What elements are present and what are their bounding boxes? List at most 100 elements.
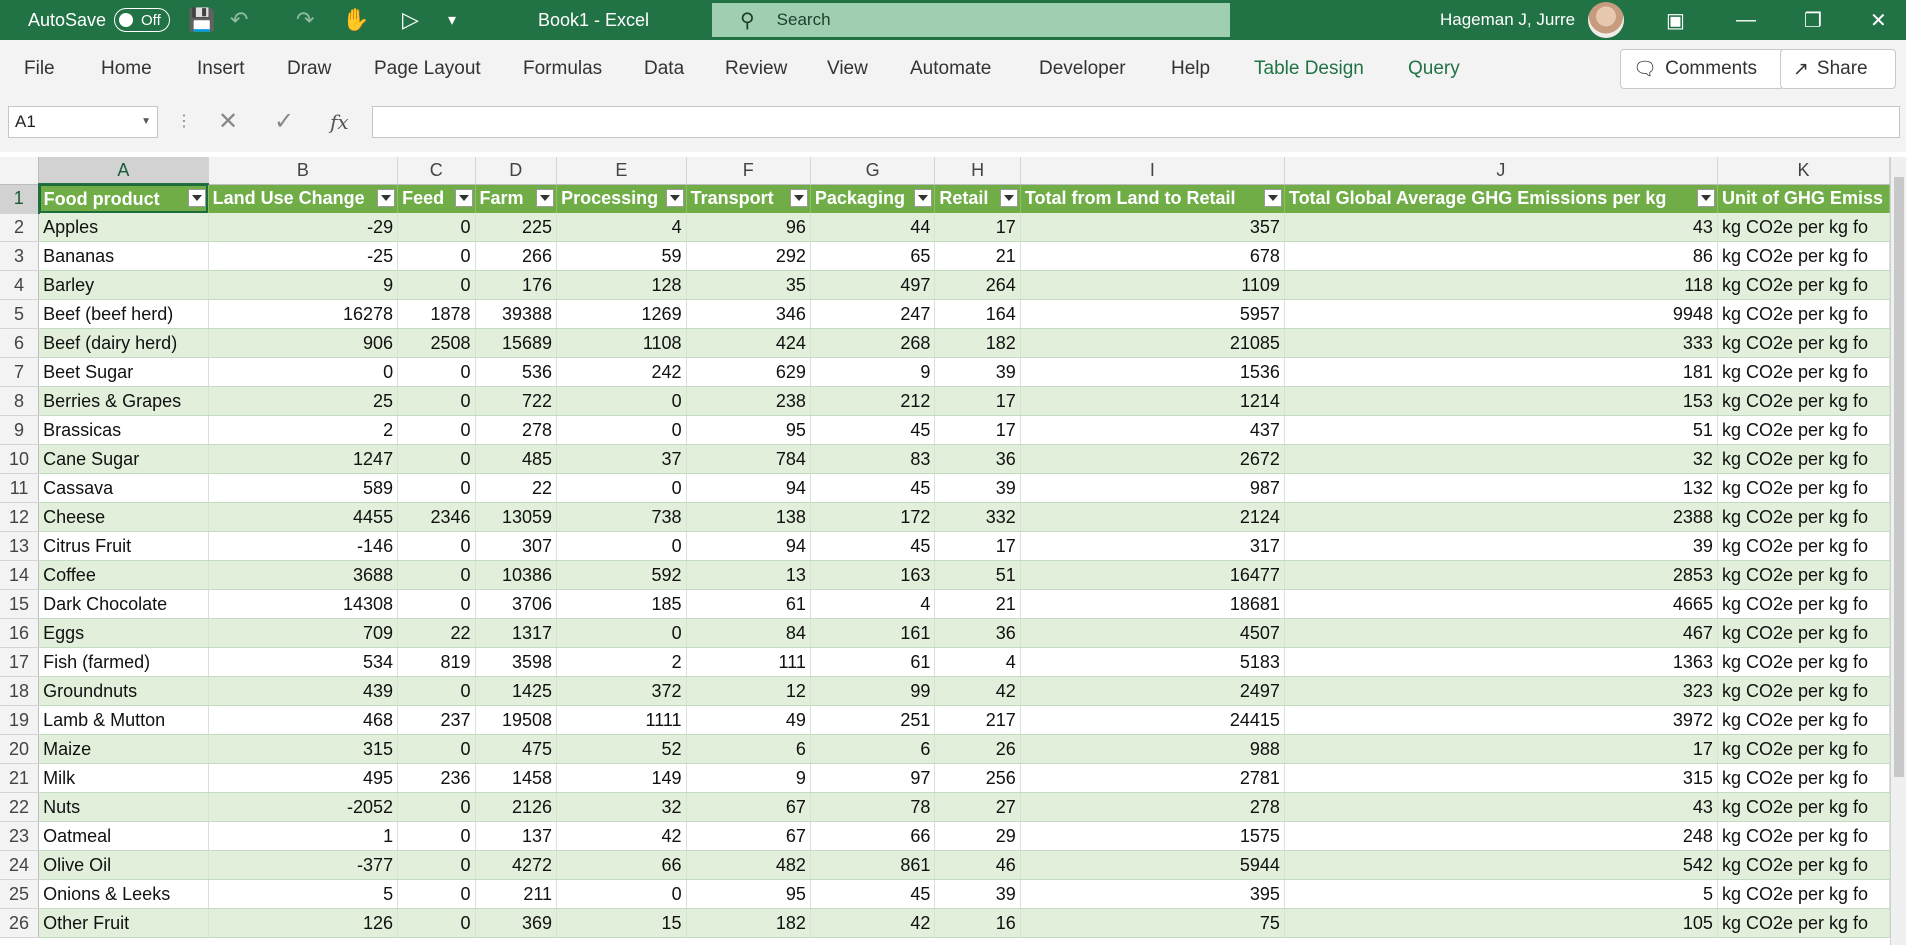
table-cell[interactable]: 99 — [810, 676, 936, 706]
table-cell[interactable]: 315 — [208, 734, 399, 764]
table-cell[interactable]: 251 — [810, 705, 936, 735]
table-cell[interactable]: 161 — [810, 618, 936, 648]
table-cell[interactable]: 43 — [1284, 792, 1718, 822]
table-cell[interactable]: 15 — [556, 908, 687, 938]
table-cell[interactable]: 819 — [397, 647, 476, 677]
table-cell[interactable]: 59 — [556, 241, 687, 271]
table-cell[interactable]: 3972 — [1284, 705, 1718, 735]
row-header[interactable]: 11 — [0, 473, 40, 503]
table-cell[interactable]: 42 — [810, 908, 936, 938]
table-cell[interactable]: Beet Sugar — [38, 357, 209, 387]
tab-page-layout[interactable]: Page Layout — [374, 58, 481, 79]
table-cell[interactable]: 861 — [810, 850, 936, 880]
table-cell[interactable]: 987 — [1020, 473, 1285, 503]
chevron-down-icon[interactable]: ▼ — [141, 116, 151, 127]
table-cell[interactable]: 482 — [686, 850, 811, 880]
table-cell[interactable]: 0 — [397, 270, 476, 300]
table-cell[interactable]: 5 — [1284, 879, 1718, 909]
table-cell[interactable]: 4 — [934, 647, 1021, 677]
table-cell[interactable]: 17 — [934, 386, 1021, 416]
row-header[interactable]: 21 — [0, 763, 40, 793]
table-cell[interactable]: kg CO2e per kg fo — [1717, 386, 1890, 416]
table-cell[interactable]: 0 — [397, 444, 476, 474]
table-cell[interactable]: -146 — [208, 531, 399, 561]
table-cell[interactable]: -29 — [208, 213, 399, 242]
table-cell[interactable]: 10386 — [475, 560, 558, 590]
table-cell[interactable]: Milk — [38, 763, 209, 793]
row-header[interactable]: 3 — [0, 241, 40, 271]
table-cell[interactable]: 1317 — [475, 618, 558, 648]
column-header[interactable]: K — [1717, 157, 1890, 185]
user-name[interactable]: Hageman J, Jurre — [1440, 10, 1576, 29]
table-cell[interactable]: 2508 — [397, 328, 476, 358]
table-cell[interactable]: 75 — [1020, 908, 1285, 938]
row-header[interactable]: 19 — [0, 705, 40, 735]
table-header-cell[interactable]: Food product — [38, 184, 209, 213]
row-header[interactable]: 9 — [0, 415, 40, 445]
table-cell[interactable]: 1536 — [1020, 357, 1285, 387]
table-cell[interactable]: 6 — [686, 734, 811, 764]
filter-dropdown-icon[interactable] — [536, 188, 555, 207]
table-cell[interactable]: 32 — [556, 792, 687, 822]
table-cell[interactable]: Beef (beef herd) — [38, 299, 209, 329]
filter-dropdown-icon[interactable] — [454, 188, 473, 207]
table-cell[interactable]: 51 — [934, 560, 1021, 590]
row-header[interactable]: 10 — [0, 444, 40, 474]
table-cell[interactable]: 315 — [1284, 763, 1718, 793]
table-cell[interactable]: 45 — [810, 531, 936, 561]
table-cell[interactable]: 45 — [810, 473, 936, 503]
table-cell[interactable]: 4665 — [1284, 589, 1718, 619]
row-header[interactable]: 16 — [0, 618, 40, 648]
table-cell[interactable]: 17 — [1284, 734, 1718, 764]
table-cell[interactable]: Fish (farmed) — [38, 647, 209, 677]
table-cell[interactable]: 39 — [934, 357, 1021, 387]
table-cell[interactable]: 67 — [686, 821, 811, 851]
filter-dropdown-icon[interactable] — [1696, 188, 1715, 207]
tab-data[interactable]: Data — [644, 58, 685, 79]
table-cell[interactable]: 153 — [1284, 386, 1718, 416]
table-cell[interactable]: 0 — [397, 589, 476, 619]
table-cell[interactable]: 2126 — [475, 792, 558, 822]
table-cell[interactable]: -377 — [208, 850, 399, 880]
table-cell[interactable]: 589 — [208, 473, 399, 503]
table-cell[interactable]: 13 — [686, 560, 811, 590]
table-cell[interactable]: 278 — [1020, 792, 1285, 822]
table-cell[interactable]: 468 — [208, 705, 399, 735]
table-cell[interactable]: 42 — [556, 821, 687, 851]
table-header-cell[interactable]: Total Global Average GHG Emissions per k… — [1284, 184, 1718, 213]
table-cell[interactable]: 36 — [934, 444, 1021, 474]
table-cell[interactable]: 3688 — [208, 560, 399, 590]
table-cell[interactable]: 39388 — [475, 299, 558, 329]
table-cell[interactable]: 39 — [934, 473, 1021, 503]
column-header[interactable]: H — [934, 157, 1021, 185]
table-cell[interactable]: kg CO2e per kg fo — [1717, 415, 1890, 445]
column-header[interactable]: A — [38, 157, 209, 185]
table-cell[interactable]: 66 — [556, 850, 687, 880]
table-cell[interactable]: 39 — [1284, 531, 1718, 561]
table-cell[interactable]: kg CO2e per kg fo — [1717, 531, 1890, 561]
autosave-toggle[interactable]: Off — [114, 8, 170, 32]
table-cell[interactable]: 45 — [810, 415, 936, 445]
table-cell[interactable]: 13059 — [475, 502, 558, 532]
table-cell[interactable]: 4272 — [475, 850, 558, 880]
row-header[interactable]: 22 — [0, 792, 40, 822]
table-cell[interactable]: 12 — [686, 676, 811, 706]
table-cell[interactable]: 128 — [556, 270, 687, 300]
table-cell[interactable]: 49 — [686, 705, 811, 735]
search-box[interactable]: ⚲ Search — [712, 3, 1230, 37]
table-cell[interactable]: 39 — [934, 879, 1021, 909]
row-header[interactable]: 12 — [0, 502, 40, 532]
table-cell[interactable]: kg CO2e per kg fo — [1717, 589, 1890, 619]
tab-help[interactable]: Help — [1171, 58, 1211, 79]
table-cell[interactable]: 332 — [934, 502, 1021, 532]
filter-dropdown-icon[interactable] — [914, 188, 933, 207]
table-cell[interactable]: 118 — [1284, 270, 1718, 300]
row-header[interactable]: 15 — [0, 589, 40, 619]
table-cell[interactable]: 0 — [556, 473, 687, 503]
table-cell[interactable]: 475 — [475, 734, 558, 764]
table-cell[interactable]: 485 — [475, 444, 558, 474]
row-header[interactable]: 5 — [0, 299, 40, 329]
table-cell[interactable]: -25 — [208, 241, 399, 271]
table-cell[interactable]: 15689 — [475, 328, 558, 358]
row-header[interactable]: 1 — [0, 184, 40, 214]
